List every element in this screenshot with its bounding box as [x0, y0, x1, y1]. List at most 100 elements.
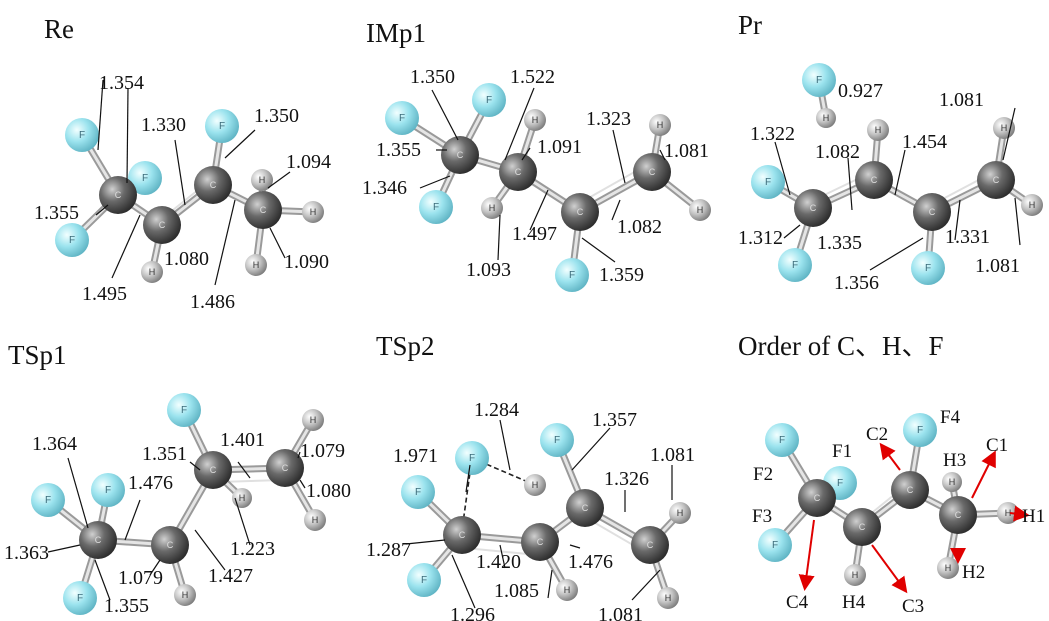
fluorine-atom	[385, 101, 419, 135]
bond-length-label: 1.330	[141, 114, 186, 136]
atom-symbol: C	[577, 207, 584, 217]
atom-order-label: C2	[866, 424, 888, 445]
atom-symbol: C	[459, 530, 466, 540]
hydrogen-atom	[816, 108, 836, 128]
hydrogen-atom	[174, 584, 196, 606]
atom-symbol: H	[310, 207, 317, 217]
panel-title: IMp1	[366, 18, 426, 48]
fluorine-atom	[472, 83, 506, 117]
carbon-atom	[794, 189, 832, 227]
atom-symbol: H	[697, 205, 704, 215]
hydrogen-atom	[556, 579, 578, 601]
order-arrow	[1009, 505, 1030, 522]
fluorine-atom	[167, 393, 201, 427]
atom-order-label: H2	[962, 562, 985, 583]
atom-order-label: H4	[842, 592, 866, 613]
bond-length-label: 1.497	[512, 223, 557, 245]
order-arrow	[879, 442, 901, 471]
atom-symbol: H	[1029, 200, 1036, 210]
hydrogen-atom	[942, 472, 962, 492]
atom-symbol: H	[489, 203, 496, 213]
fluorine-atom	[31, 483, 65, 517]
order-arrow	[971, 450, 996, 499]
atom-order-label: C3	[902, 596, 924, 617]
atom-symbol: F	[77, 593, 83, 604]
carbon-atom	[194, 166, 232, 204]
fluorine-atom	[65, 118, 99, 152]
atom-symbol: F	[779, 435, 785, 446]
atom-symbol: C	[515, 167, 522, 177]
atom-symbol: C	[647, 540, 654, 550]
atom-symbol: H	[532, 115, 539, 125]
panel-tsp1: TSp1 F F F F C C C C H H H H 1.36	[4, 340, 351, 617]
atom-symbol: F	[772, 540, 778, 551]
panel-tsp2: TSp2 F F F F C C C C H H H H	[366, 331, 695, 621]
carbon-atom	[194, 451, 232, 489]
atom-symbol: C	[955, 510, 962, 520]
atom-symbol: C	[282, 463, 289, 473]
bond-length-label: 1.284	[474, 399, 519, 421]
bond-length-label: 1.287	[366, 539, 411, 561]
atom-order-label: H1	[1022, 506, 1045, 527]
bond-length-label: 1.085	[494, 580, 539, 602]
bond-length-label: 1.350	[254, 105, 299, 127]
panel-imp1: IMp1 F F F F C C C C H H H H 1.35	[362, 18, 711, 292]
hydrogen-atom	[1021, 194, 1043, 216]
hydrogen-atom	[302, 201, 324, 223]
atom-symbol: F	[219, 121, 225, 132]
bond-length-label: 1.476	[128, 472, 173, 494]
bond-length-label: 1.427	[208, 565, 253, 587]
atom-symbol: H	[312, 515, 319, 525]
hydrogen-atom	[844, 564, 866, 586]
atom-symbol: H	[310, 415, 317, 425]
atom-symbol: H	[149, 267, 156, 277]
atom-order-label: F4	[940, 407, 961, 428]
bond-length-label: 1.081	[939, 89, 984, 111]
order-arrow	[871, 544, 908, 594]
atom-symbol: C	[159, 220, 166, 230]
atom-symbol: C	[260, 205, 267, 215]
panel-title: Order of C、H、F	[738, 331, 943, 361]
fluorine-atom	[758, 528, 792, 562]
hydrogen-atom	[689, 199, 711, 221]
bond-length-label: 1.079	[118, 567, 163, 589]
atom-symbol: F	[415, 487, 421, 498]
atom-symbol: H	[1005, 508, 1012, 518]
fluorine-atom	[765, 423, 799, 457]
atom-order-label: F1	[832, 441, 852, 462]
atom-order-label: F3	[752, 506, 772, 527]
carbon-atom	[891, 471, 929, 509]
carbon-atom	[79, 521, 117, 559]
atom-symbol: C	[810, 203, 817, 213]
atom-symbol: H	[677, 508, 684, 518]
carbon-atom	[913, 193, 951, 231]
bond-length-label: 1.350	[410, 66, 455, 88]
carbon-atom	[798, 479, 836, 517]
atom-symbol: C	[210, 465, 217, 475]
carbon-atom	[443, 516, 481, 554]
carbon-atom	[99, 176, 137, 214]
carbon-atom	[244, 191, 282, 229]
atom-symbol: C	[210, 180, 217, 190]
fluorine-atom	[91, 473, 125, 507]
atom-symbol: F	[765, 177, 771, 188]
atom-symbol: F	[569, 270, 575, 281]
fluorine-atom	[540, 423, 574, 457]
carbon-atom	[939, 496, 977, 534]
carbon-atom	[566, 489, 604, 527]
atom-symbol: H	[239, 493, 246, 503]
bond-length-label: 1.335	[817, 232, 862, 254]
atom-symbol: F	[399, 113, 405, 124]
bond-length-label: 1.331	[945, 226, 990, 248]
bond-length-label: 1.357	[592, 409, 637, 431]
bond-length-label: 1.351	[142, 443, 187, 465]
fluorine-atom	[778, 248, 812, 282]
carbon-atom	[441, 136, 479, 174]
bond-length-label: 1.364	[32, 433, 77, 455]
bond-length-label: 1.363	[4, 542, 49, 564]
atom-symbol: F	[554, 435, 560, 446]
bond-length-label: 1.081	[975, 255, 1020, 277]
atom-symbol: F	[469, 453, 475, 464]
atom-symbol: H	[823, 113, 830, 123]
bond-length-label: 1.082	[815, 141, 860, 163]
